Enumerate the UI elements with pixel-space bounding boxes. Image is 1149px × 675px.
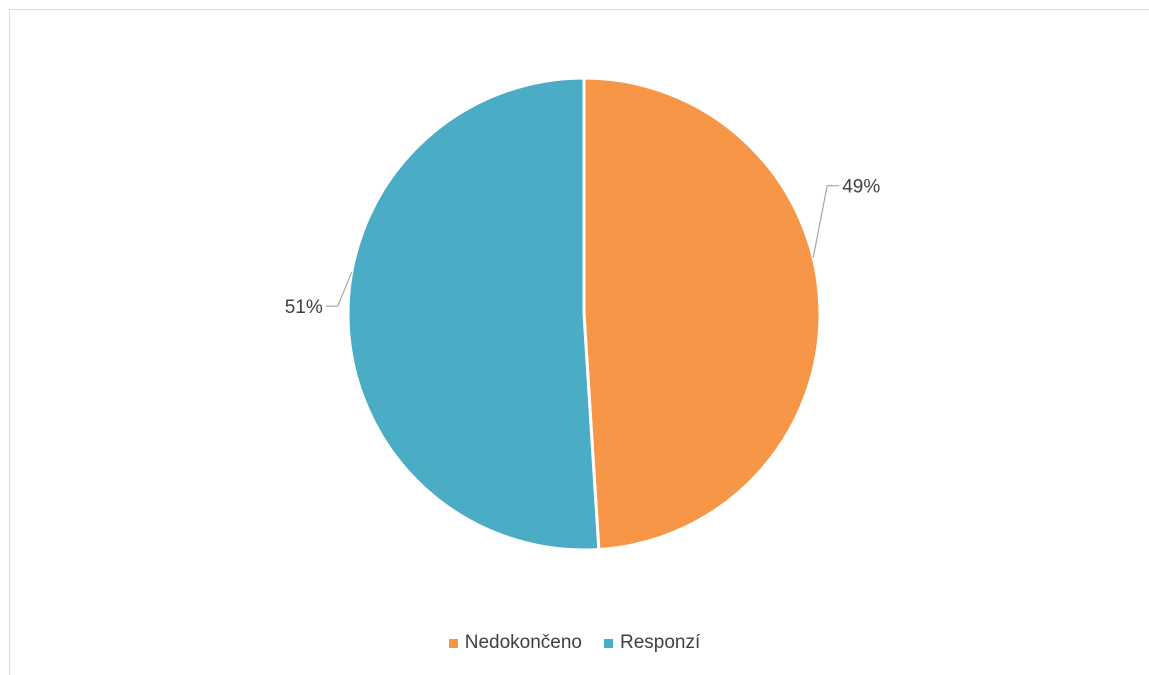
legend-swatch-responzi — [603, 638, 613, 648]
legend-item-responzi: Responzí — [603, 632, 701, 654]
pie-slice-nedokonceno — [582, 76, 822, 552]
legend: Nedokončeno Responzí — [0, 632, 1149, 654]
data-label-nedokonceno: 49% — [842, 177, 880, 198]
pie-slice-responzi — [346, 76, 601, 552]
legend-label-responzi: Responzí — [619, 632, 701, 653]
legend-swatch-nedokonceno — [448, 638, 458, 648]
data-labels: 49% 51% — [285, 177, 881, 319]
leader-line-responzi — [325, 271, 353, 307]
data-label-responzi: 51% — [285, 297, 323, 318]
pie-slices — [346, 76, 822, 552]
leader-line-nedokonceno — [812, 185, 840, 258]
legend-item-nedokonceno: Nedokončeno — [448, 632, 582, 654]
legend-label-nedokonceno: Nedokončeno — [464, 632, 582, 653]
leader-lines — [325, 185, 840, 307]
